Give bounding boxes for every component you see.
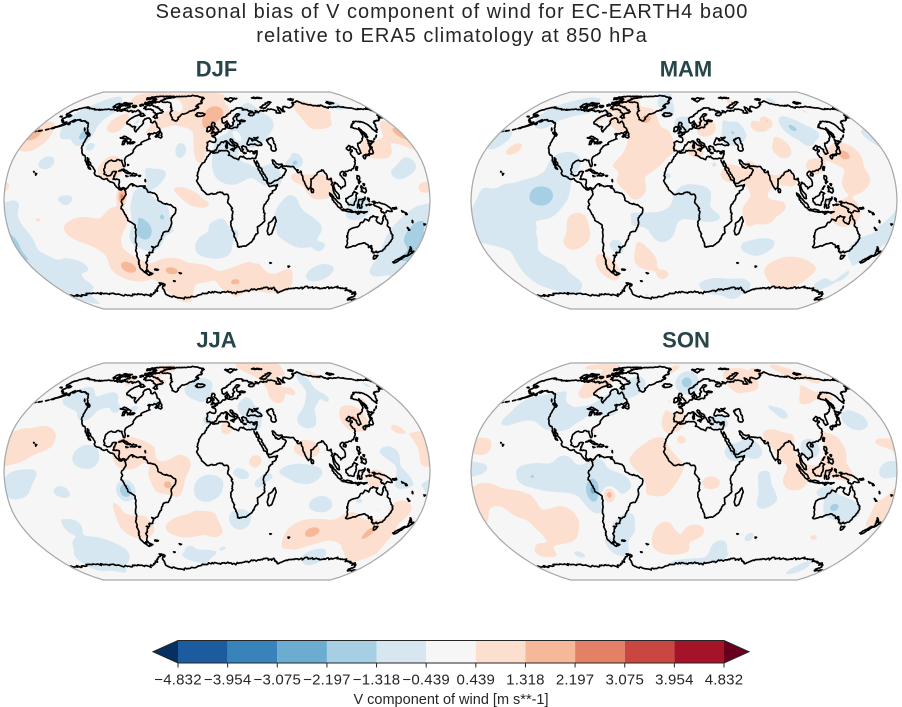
svg-text:−3.075: −3.075 <box>254 672 302 689</box>
svg-text:V component of wind [m s**-1]: V component of wind [m s**-1] <box>353 692 548 707</box>
svg-text:−3.954: −3.954 <box>204 672 252 689</box>
svg-text:0.439: 0.439 <box>457 672 496 689</box>
svg-text:DJF: DJF <box>196 57 238 82</box>
svg-text:−2.197: −2.197 <box>303 672 351 689</box>
svg-text:1.318: 1.318 <box>506 672 545 689</box>
svg-text:Seasonal bias of V component o: Seasonal bias of V component of wind for… <box>156 1 749 23</box>
svg-text:3.075: 3.075 <box>605 672 644 689</box>
svg-text:3.954: 3.954 <box>655 672 694 689</box>
svg-text:4.832: 4.832 <box>705 672 744 689</box>
svg-text:SON: SON <box>662 328 710 353</box>
svg-text:JJA: JJA <box>196 328 236 353</box>
svg-text:relative to ERA5 climatology a: relative to ERA5 climatology at 850 hPa <box>256 25 647 47</box>
svg-text:−1.318: −1.318 <box>353 672 401 689</box>
svg-text:−0.439: −0.439 <box>402 672 450 689</box>
svg-text:2.197: 2.197 <box>556 672 595 689</box>
svg-text:MAM: MAM <box>660 57 713 82</box>
svg-text:−4.832: −4.832 <box>154 672 202 689</box>
